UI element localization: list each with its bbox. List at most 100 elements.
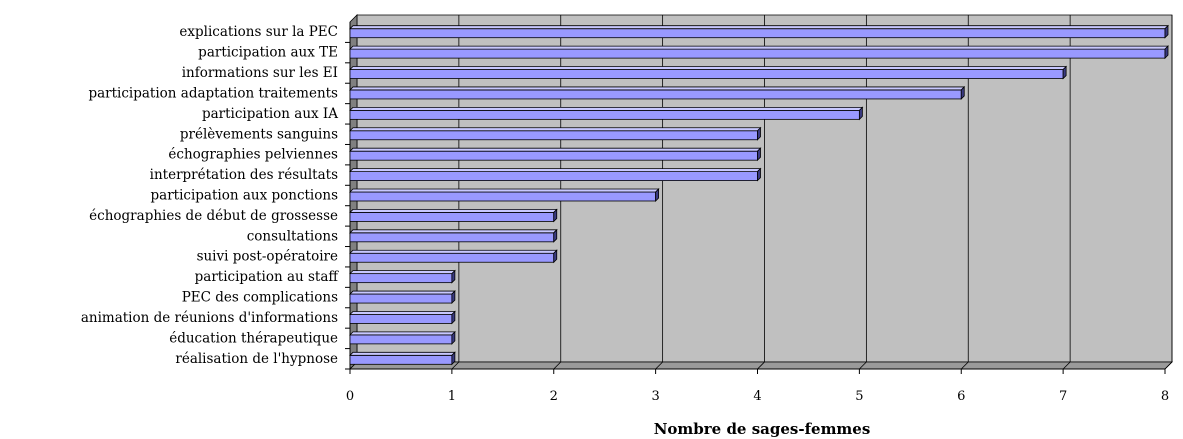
category-labels: explications sur la PEC participation aux…	[81, 24, 340, 367]
bar	[349, 147, 762, 162]
category-label: participation aux IA	[202, 106, 338, 122]
bar-front	[349, 130, 758, 141]
bar-end	[757, 126, 761, 141]
x-tick-label: 5	[855, 389, 863, 404]
bar-top	[349, 45, 1169, 50]
bar	[349, 310, 456, 325]
x-tick-label: 8	[1161, 389, 1169, 404]
bar-front	[349, 28, 1166, 39]
bar-top	[349, 188, 660, 193]
category-label: participation aux ponctions	[151, 188, 339, 204]
bar-front	[349, 232, 555, 243]
bar-front	[349, 171, 758, 181]
bar-top	[349, 86, 966, 91]
bar-front	[349, 354, 453, 365]
bars-group	[349, 24, 1169, 366]
gridline-floor	[960, 361, 969, 370]
category-label: informations sur les EI	[182, 65, 338, 81]
bar	[349, 167, 762, 182]
bar-end	[451, 290, 456, 305]
bar-end	[553, 208, 558, 223]
bar-end	[655, 188, 660, 202]
bar-front	[349, 150, 758, 161]
bar-end	[1164, 24, 1169, 39]
bar-top	[349, 106, 864, 111]
category-label: éducation thérapeutique	[169, 330, 338, 346]
gridline-floor	[451, 361, 460, 370]
bar-top	[349, 147, 762, 152]
gridline-floor	[1164, 361, 1173, 370]
bar-front	[349, 191, 657, 202]
bar	[349, 249, 558, 264]
bar	[349, 228, 558, 243]
bar-top	[349, 249, 558, 254]
bar-top	[349, 209, 558, 213]
bar-end	[1062, 65, 1067, 80]
x-axis-title: Nombre de sages-femmes	[654, 420, 871, 438]
bar	[349, 65, 1068, 80]
bar-end	[960, 85, 965, 100]
bar-front	[349, 273, 453, 284]
bar-top	[349, 331, 456, 336]
bar	[349, 85, 966, 100]
bar-front	[349, 212, 555, 222]
gridline-floor	[655, 361, 663, 370]
category-label: suivi post-opératoire	[197, 249, 338, 265]
category-label: animation de réunions d'informations	[81, 310, 338, 326]
bar-end	[451, 351, 456, 366]
bar-front	[349, 334, 453, 345]
bar	[349, 290, 456, 305]
bar	[349, 330, 456, 345]
bar	[349, 351, 456, 366]
bar-top	[349, 290, 456, 295]
x-tick-label: 4	[753, 389, 761, 404]
bar-end	[451, 330, 456, 345]
bar-top	[349, 311, 456, 315]
bar-end	[451, 269, 456, 284]
gridline-floor	[859, 361, 867, 370]
bar	[349, 45, 1169, 60]
bar-end	[1164, 45, 1169, 60]
category-label: participation adaptation traitements	[88, 85, 338, 101]
x-tick-label: 0	[346, 389, 354, 404]
bar-top	[349, 66, 1068, 70]
bar	[349, 126, 762, 141]
category-label: consultations	[247, 228, 338, 244]
bar-front	[349, 48, 1166, 59]
bar-end	[553, 249, 558, 264]
category-label: explications sur la PEC	[179, 24, 338, 40]
bar-top	[349, 270, 456, 275]
bar-front	[349, 109, 860, 120]
x-tick-label: 3	[651, 389, 659, 404]
bar-end	[757, 167, 761, 182]
category-label: PEC des complications	[182, 290, 338, 306]
gridline-floor	[1062, 361, 1071, 370]
bar-top	[349, 229, 558, 234]
bar-end	[451, 310, 456, 325]
x-tick-label: 6	[957, 389, 965, 404]
bar-top	[349, 168, 762, 172]
bar-top	[349, 25, 1169, 30]
x-axis-ticks: 0 1 2 3 4 5 6 7 8	[346, 369, 1169, 404]
category-label: interprétation des résultats	[150, 167, 338, 183]
category-label: réalisation de l'hypnose	[175, 351, 338, 367]
bar-end	[757, 147, 761, 162]
category-label: prélèvements sanguins	[180, 126, 338, 142]
bar	[349, 208, 558, 223]
category-label: participation au staff	[195, 269, 340, 285]
bar-end	[858, 106, 863, 121]
bar-top	[349, 351, 456, 356]
bar	[349, 188, 660, 202]
x-tick-label: 2	[550, 389, 558, 404]
x-tick-label: 7	[1059, 389, 1067, 404]
x-tick-label: 1	[448, 389, 456, 404]
bar	[349, 24, 1169, 39]
bar-top	[349, 127, 762, 132]
category-label: participation aux TE	[198, 45, 338, 61]
bar-front	[349, 293, 453, 304]
category-label: échographies de début de grossesse	[89, 208, 338, 224]
bar-front	[349, 89, 962, 100]
bar-front	[349, 314, 453, 324]
